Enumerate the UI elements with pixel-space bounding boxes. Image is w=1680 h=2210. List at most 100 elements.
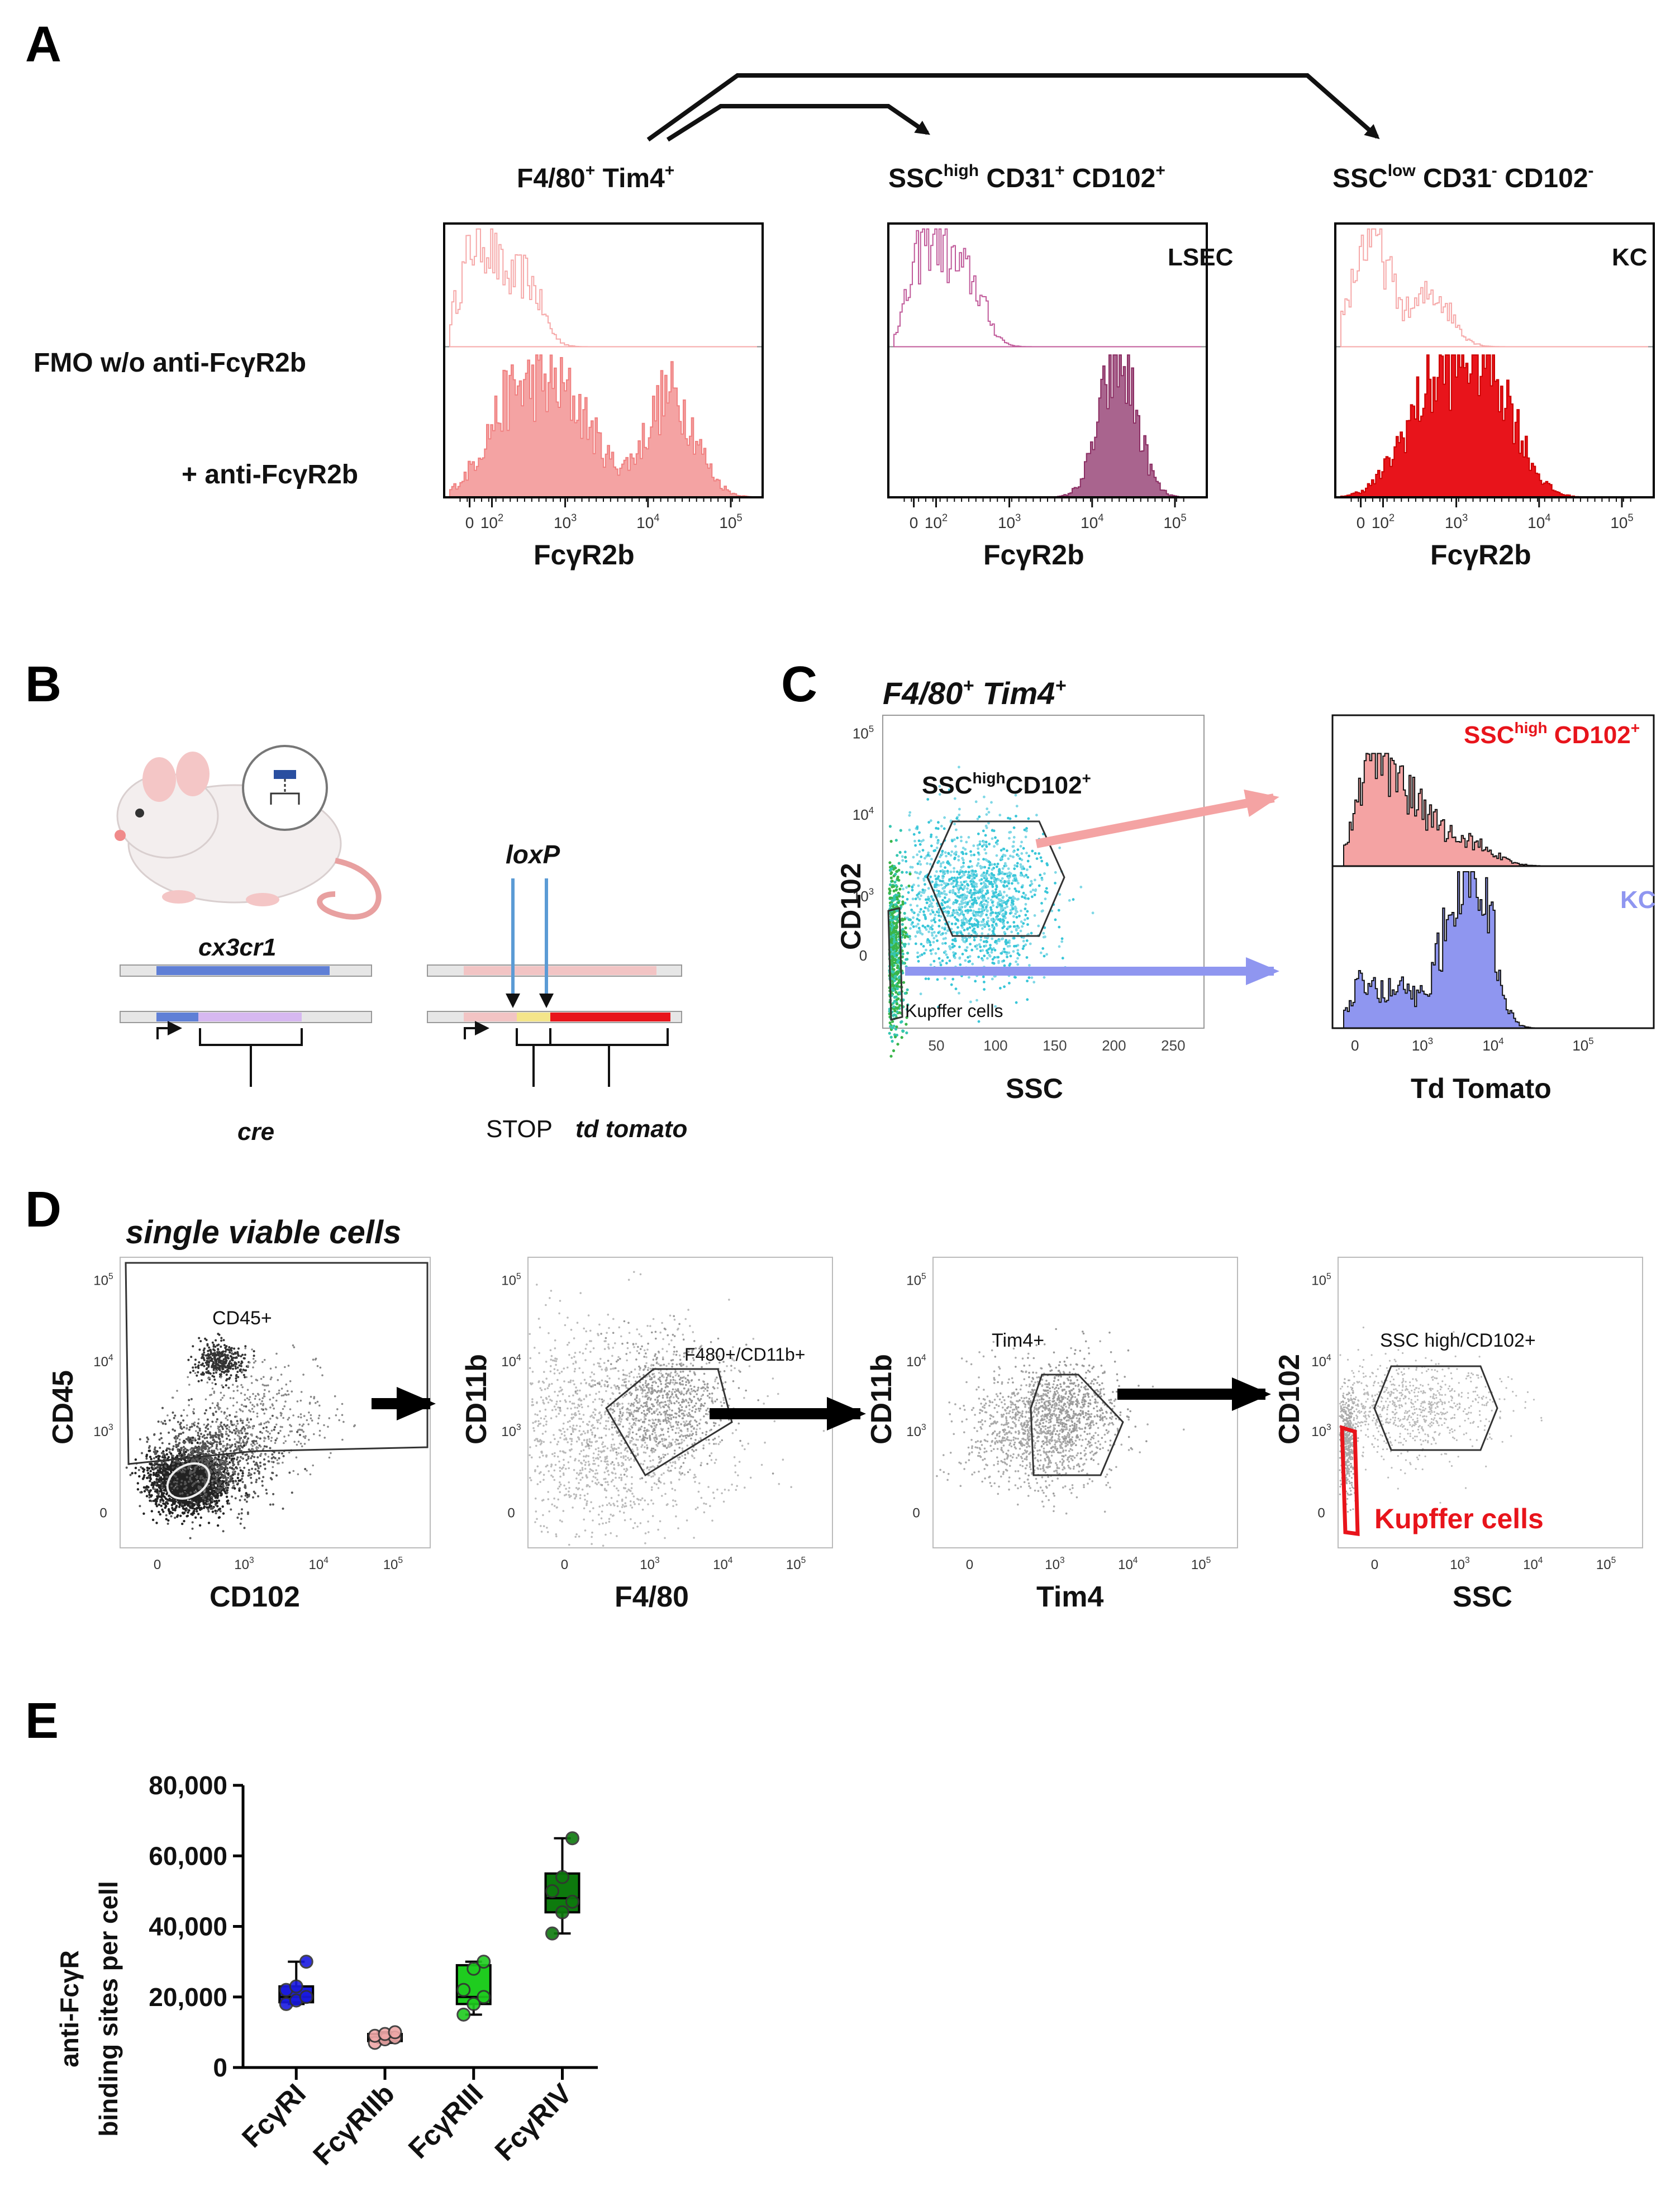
event-dot — [148, 1496, 151, 1499]
event-dot — [962, 872, 965, 875]
event-dot — [1002, 925, 1006, 928]
xlabel-a1: FcγR2b — [534, 539, 635, 571]
event-dot — [948, 899, 951, 902]
event-dot — [998, 939, 1001, 943]
event-dot — [211, 1510, 215, 1513]
event-dot — [979, 915, 982, 918]
event-dot — [986, 901, 989, 904]
event-dot — [951, 888, 955, 892]
event-dot — [166, 1522, 169, 1525]
event-dot — [154, 1498, 157, 1501]
c-tdtomato-histograms: 0 103 104 105 — [1331, 714, 1655, 1054]
event-dot — [892, 885, 896, 888]
event-dot — [215, 1495, 217, 1499]
event-dot — [188, 1441, 191, 1444]
event-dot — [221, 1436, 223, 1438]
event-dot — [943, 827, 946, 830]
hist-tick: 103 — [1412, 1035, 1433, 1054]
event-dot — [990, 918, 993, 921]
event-dot — [932, 899, 935, 902]
event-dot — [940, 825, 943, 828]
event-dot — [929, 949, 932, 952]
event-dot — [995, 884, 998, 887]
event-dot — [190, 1437, 193, 1439]
event-dot — [145, 1455, 148, 1458]
tag-lsec: LSEC — [1168, 244, 1233, 271]
event-dot — [951, 902, 955, 905]
event-dot — [204, 1430, 207, 1433]
event-dot — [196, 1506, 199, 1510]
event-dot — [917, 919, 921, 922]
event-dot — [1043, 926, 1046, 929]
event-dot — [927, 977, 930, 981]
event-dot — [948, 959, 951, 962]
event-dot — [1006, 872, 1008, 876]
event-dot — [892, 921, 896, 925]
event-dot — [217, 1479, 221, 1482]
event-dot — [1003, 931, 1006, 934]
event-dot — [974, 800, 978, 804]
event-dot — [888, 1032, 891, 1035]
event-dot — [1003, 862, 1007, 865]
event-dot — [169, 1464, 172, 1467]
event-dot — [982, 918, 985, 921]
event-dot — [905, 1023, 908, 1026]
event-dot — [895, 1002, 898, 1005]
event-dot — [943, 928, 946, 931]
event-dot — [241, 1422, 244, 1424]
event-dot — [964, 936, 967, 939]
event-dot — [1012, 874, 1015, 877]
event-dot — [1030, 882, 1034, 886]
event-dot — [150, 1510, 153, 1513]
event-dot — [215, 1457, 218, 1460]
event-dot — [964, 848, 967, 851]
event-dot — [1005, 953, 1008, 956]
event-dot — [990, 883, 993, 886]
event-dot — [183, 1503, 186, 1506]
event-dot — [955, 828, 958, 831]
event-dot — [904, 856, 907, 859]
event-dot — [978, 910, 981, 914]
event-dot — [901, 952, 905, 956]
event-dot — [227, 1480, 230, 1483]
event-dot — [225, 1425, 227, 1428]
tick-label: 102 — [925, 512, 948, 531]
event-dot — [994, 878, 998, 881]
event-dot — [212, 1506, 215, 1509]
event-dot — [251, 1467, 254, 1470]
event-dot — [979, 864, 982, 868]
event-dot — [225, 1495, 229, 1498]
event-dot — [896, 981, 900, 985]
event-dot — [159, 1488, 163, 1491]
event-dot — [912, 856, 915, 859]
event-dot — [1041, 909, 1044, 912]
event-dot — [177, 1420, 179, 1423]
event-dot — [951, 945, 954, 949]
event-dot — [1019, 929, 1022, 933]
event-dot — [968, 976, 970, 979]
event-dot — [992, 930, 995, 933]
event-dot — [163, 1503, 166, 1505]
event-dot — [1000, 938, 1003, 941]
histogram-fmo — [449, 228, 757, 348]
event-dot — [1015, 960, 1017, 963]
event-dot — [1040, 859, 1044, 863]
event-dot — [949, 854, 953, 857]
event-dot — [970, 872, 974, 875]
event-dot — [1033, 914, 1036, 917]
event-dot — [226, 1470, 229, 1472]
event-dot — [940, 933, 943, 936]
label-td-tomato: td tomato — [575, 1115, 687, 1143]
event-dot — [920, 943, 923, 945]
event-dot — [976, 844, 979, 847]
event-dot — [168, 1442, 170, 1445]
event-dot — [221, 1428, 224, 1430]
event-dot — [897, 991, 901, 995]
event-dot — [243, 1527, 246, 1529]
event-dot — [954, 845, 957, 848]
event-dot — [985, 872, 988, 875]
event-dot — [134, 1472, 137, 1475]
event-dot — [189, 1426, 192, 1429]
event-dot — [994, 1005, 997, 1008]
event-dot — [1037, 852, 1041, 855]
